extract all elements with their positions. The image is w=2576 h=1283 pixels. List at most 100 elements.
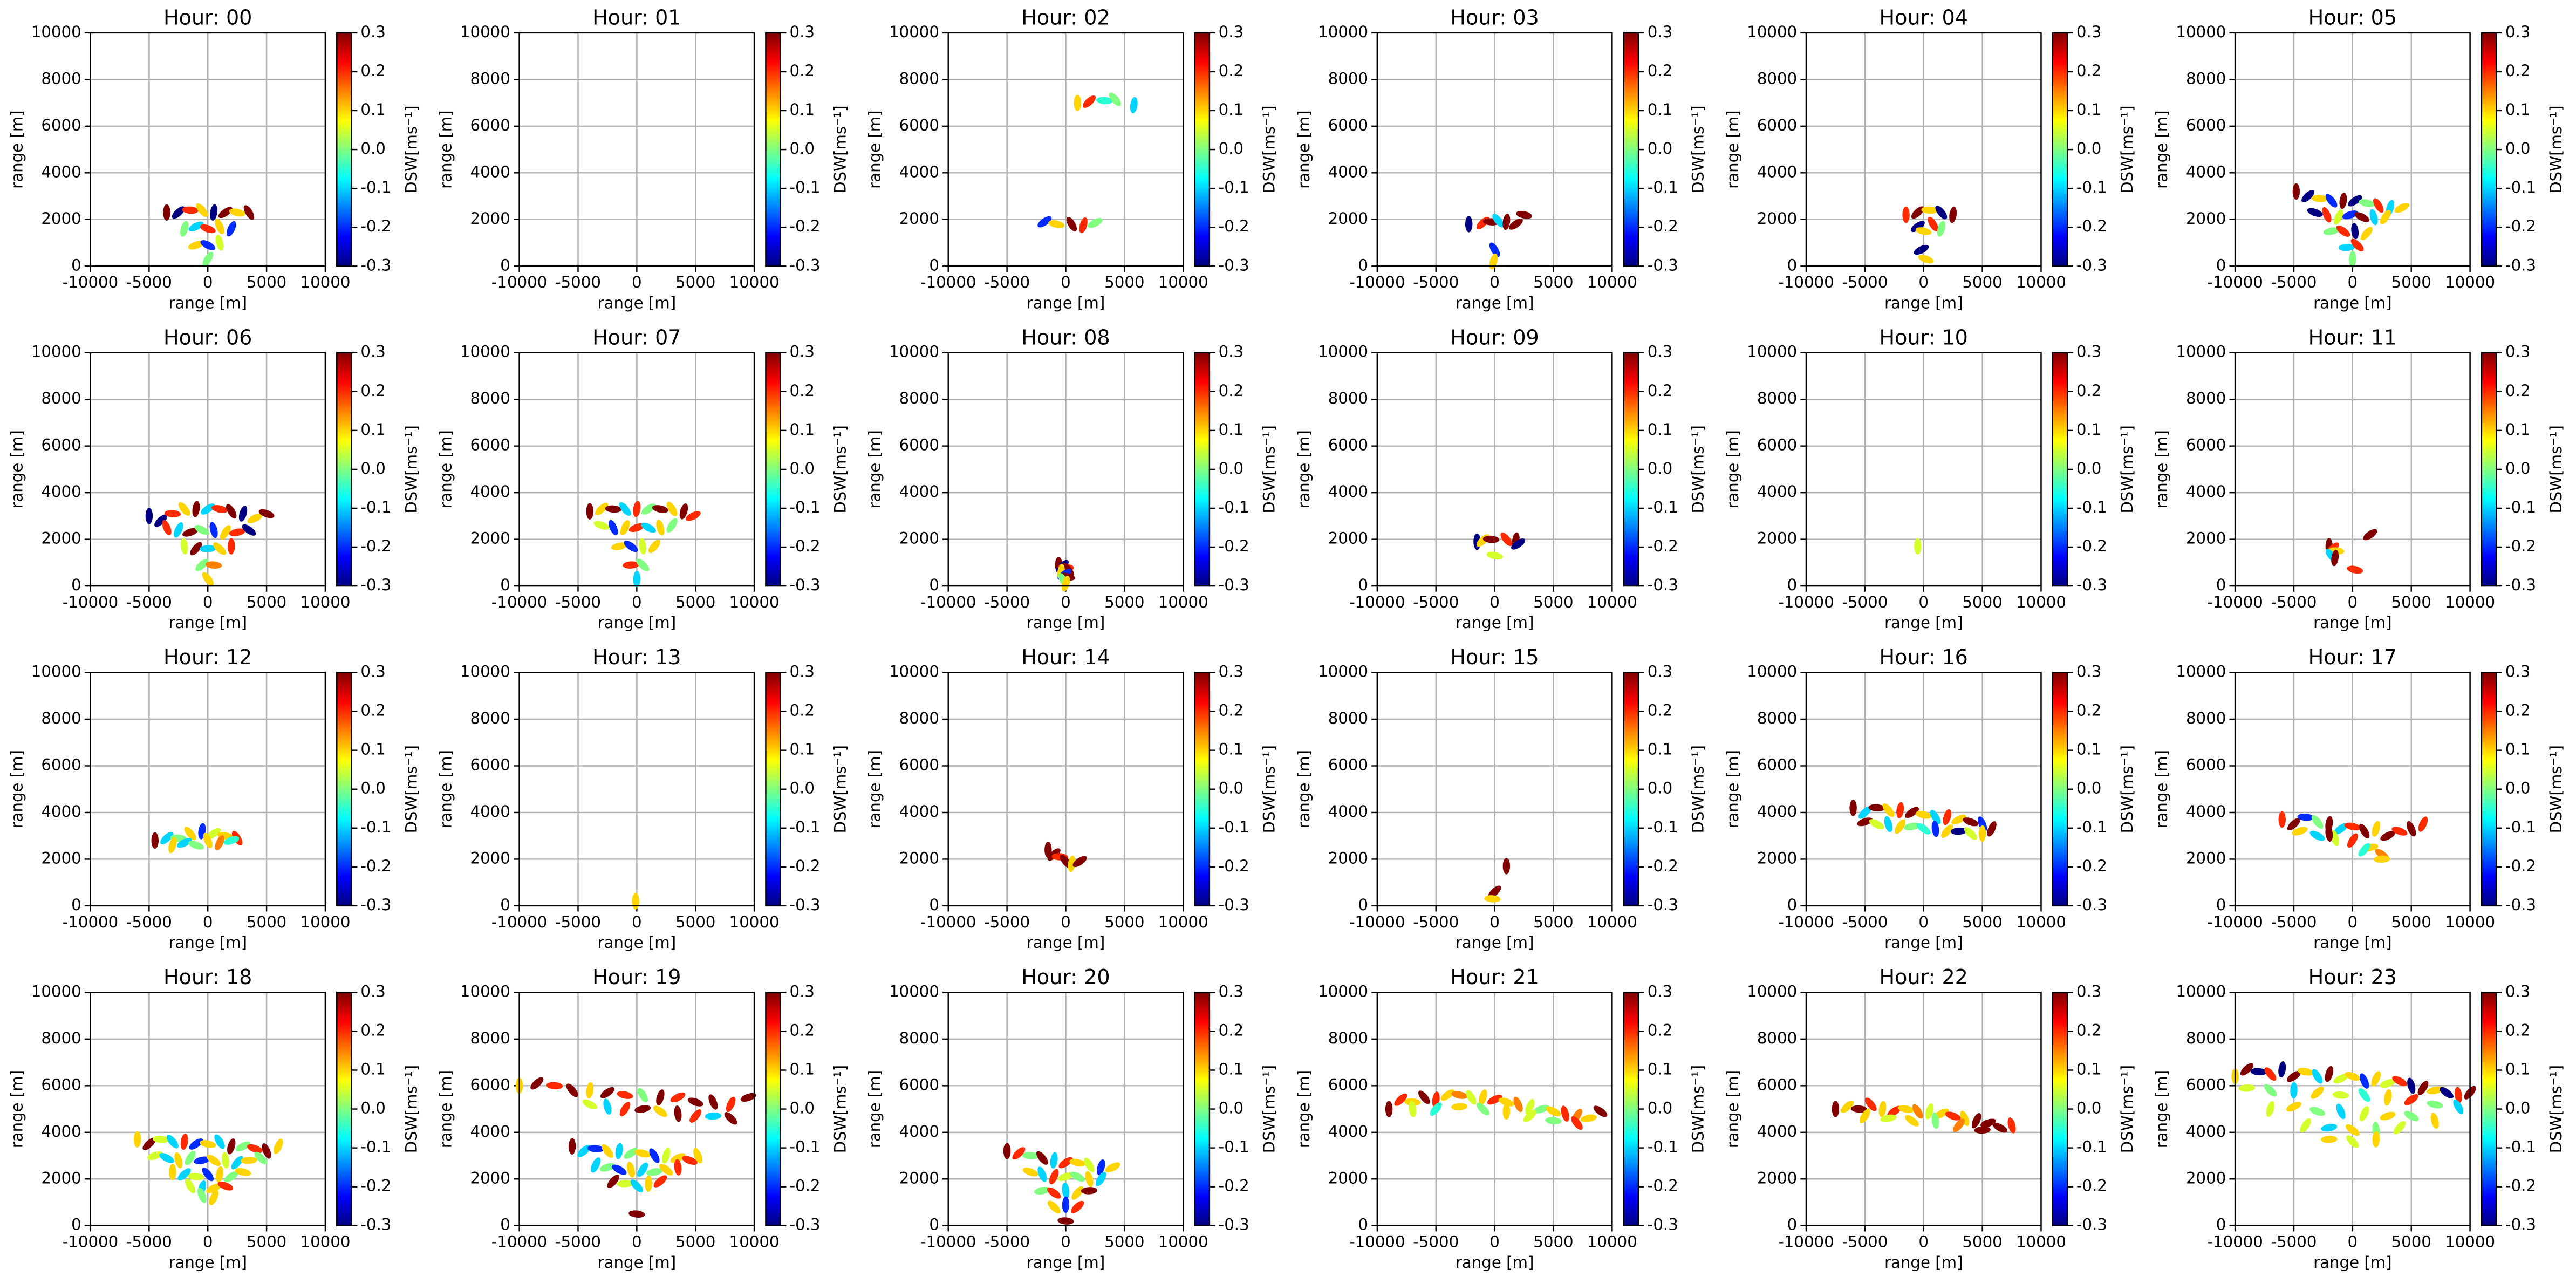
colorbar-tick-label: 0.1: [2505, 100, 2530, 119]
point: [1534, 1104, 1550, 1114]
point: [159, 1153, 174, 1163]
colorbar-tick-label: 0.1: [1648, 1060, 1672, 1078]
point: [2309, 1107, 2325, 1116]
colorbar-label: DSW[ms⁻¹]: [1260, 425, 1279, 514]
point: [188, 1173, 204, 1180]
colorbar-tick-label: -0.1: [1648, 1138, 1678, 1156]
y-tick-label: 0: [71, 256, 81, 274]
y-tick-label: 4000: [899, 802, 939, 821]
y-tick-label: 8000: [470, 69, 510, 87]
colorbar-tick-label: -0.2: [2505, 217, 2536, 235]
point: [1096, 97, 1113, 105]
y-tick-label: 8000: [470, 1029, 510, 1047]
x-tick-label: 0: [203, 593, 213, 611]
x-axis-label: range [m]: [598, 933, 677, 952]
colorbar-label: DSW[ms⁻¹]: [402, 745, 420, 834]
point: [2347, 565, 2363, 574]
point: [202, 251, 214, 267]
axes-frame: [1376, 32, 1613, 267]
point: [666, 501, 678, 516]
colorbar-tick-label: -0.3: [790, 1216, 821, 1234]
point: [180, 1133, 188, 1150]
point: [1832, 1101, 1840, 1117]
point: [258, 509, 275, 518]
point: [185, 1150, 196, 1165]
point: [1593, 1105, 1608, 1117]
colorbar-tick-label: 0.3: [1648, 23, 1672, 41]
colorbar-label: DSW[ms⁻¹]: [402, 425, 420, 514]
point: [1916, 823, 1931, 835]
colorbar-tick-label: 0.2: [790, 701, 815, 720]
point: [2346, 1124, 2360, 1136]
y-tick-label: 10000: [31, 663, 81, 681]
point: [1489, 242, 1500, 257]
y-tick-label: 0: [929, 576, 939, 594]
x-tick-label: 5000: [1533, 913, 1573, 931]
colorbar-label: DSW[ms⁻¹]: [1689, 745, 1707, 834]
y-tick-label: 2000: [470, 209, 510, 228]
point: [224, 1171, 238, 1183]
point: [1949, 207, 1957, 223]
point: [2331, 550, 2339, 567]
chart-title: Hour: 06: [163, 325, 252, 349]
colorbar-tick-label: -0.1: [360, 1138, 391, 1156]
point: [670, 1092, 686, 1103]
point: [180, 221, 189, 237]
x-tick-label: -5000: [984, 1233, 1030, 1251]
x-tick-label: 10000: [2445, 593, 2495, 611]
point: [2325, 825, 2333, 842]
point: [1492, 214, 1505, 228]
point: [615, 1143, 623, 1159]
point: [1130, 97, 1138, 114]
colorbar-tick-label: 0.3: [1219, 663, 1243, 681]
x-tick-label: 10000: [1158, 593, 1208, 611]
colorbar-tick-label: 0.0: [360, 1099, 385, 1117]
point: [1882, 803, 1895, 817]
colorbar: [765, 32, 782, 267]
axes-frame: [1805, 992, 2042, 1226]
x-tick-label: 0: [2348, 273, 2358, 291]
y-tick-label: 10000: [1747, 343, 1797, 361]
colorbar-tick-label: -0.3: [790, 256, 821, 274]
point: [1905, 1115, 1919, 1127]
point: [1545, 1117, 1562, 1124]
axes-frame: [518, 992, 755, 1226]
colorbar-tick-label: -0.2: [360, 1177, 391, 1195]
colorbar-tick-label: 0.3: [2505, 343, 2530, 361]
point: [2334, 823, 2348, 835]
y-tick-label: 0: [1358, 256, 1369, 274]
colorbar: [336, 32, 352, 267]
x-axis-label: range [m]: [1027, 294, 1105, 312]
scatter-points: [151, 823, 243, 854]
x-tick-label: 10000: [1587, 593, 1637, 611]
point: [586, 1082, 594, 1099]
point: [1523, 1110, 1537, 1122]
y-tick-label: 8000: [1757, 389, 1797, 407]
y-axis-label: range [m]: [2153, 110, 2171, 189]
y-tick-label: 6000: [1328, 1075, 1368, 1094]
y-tick-label: 0: [1787, 896, 1798, 914]
colorbar-tick-label: -0.1: [2505, 498, 2536, 516]
x-tick-label: 10000: [2445, 913, 2495, 931]
point: [184, 827, 196, 841]
x-tick-label: -5000: [2271, 913, 2317, 931]
point: [1971, 1113, 1981, 1129]
x-tick-label: -5000: [555, 1233, 601, 1251]
x-tick-label: 5000: [1104, 593, 1144, 611]
point: [226, 504, 237, 519]
point: [188, 221, 204, 231]
y-tick-label: 4000: [470, 162, 510, 181]
x-axis-label: range [m]: [168, 294, 247, 312]
axes-frame: [1805, 352, 2042, 587]
point: [1868, 804, 1885, 812]
x-tick-label: 0: [203, 1233, 213, 1251]
point: [1095, 1171, 1106, 1186]
point: [2307, 208, 2323, 217]
point: [2454, 1087, 2462, 1103]
chart-title: Hour: 10: [1880, 325, 1968, 349]
scatter-points: [1832, 1097, 2016, 1134]
x-tick-label: -10000: [2207, 273, 2263, 291]
x-tick-label: -5000: [2271, 1233, 2317, 1251]
y-axis-label: range [m]: [2153, 750, 2171, 829]
point: [174, 522, 183, 538]
